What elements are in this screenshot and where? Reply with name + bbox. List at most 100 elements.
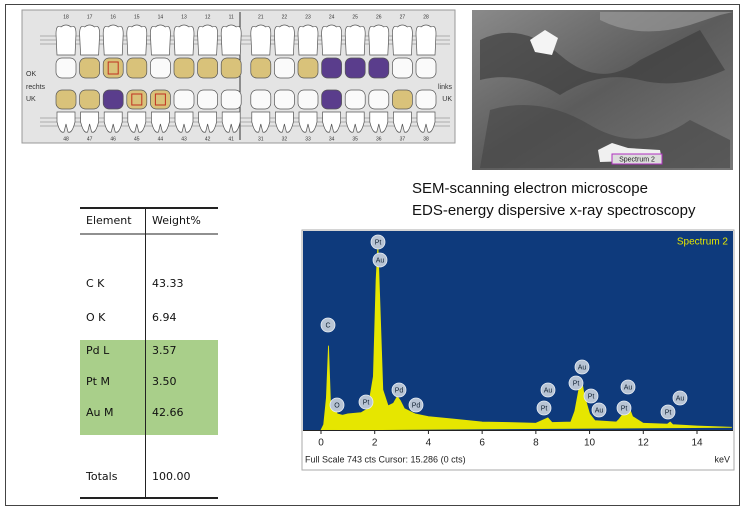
tooth-occlusal [274, 58, 294, 78]
tooth-number: 44 [158, 136, 164, 142]
peak-label: C [325, 322, 330, 329]
tooth-occlusal [56, 58, 76, 78]
tooth-occlusal [369, 58, 389, 78]
tooth-number: 25 [352, 14, 358, 20]
caption-line: SEM-scanning electron microscope [412, 180, 648, 197]
spectrum-footer: Full Scale 743 cts Cursor: 15.286 (0 cts… [305, 454, 466, 464]
x-tick-label: 8 [533, 438, 539, 449]
tooth-number: 26 [376, 14, 382, 20]
x-tick-label: 4 [426, 438, 432, 449]
tooth-occlusal [221, 58, 241, 78]
sem-image: Spectrum 2 [472, 10, 733, 170]
tooth-crown [416, 25, 436, 55]
table-cell: Pt M [86, 375, 110, 388]
tooth-occlusal [274, 90, 294, 109]
peak-label: Au [676, 395, 685, 402]
tooth-occlusal [392, 58, 412, 78]
tooth-number: 21 [258, 14, 264, 20]
x-tick-label: 6 [479, 438, 485, 449]
tooth-occlusal [56, 90, 76, 109]
peak-label: Au [624, 384, 633, 391]
table-cell: 43.33 [152, 277, 184, 290]
tooth-number: 18 [63, 14, 69, 20]
caption-line: EDS-energy dispersive x-ray spectroscopy [412, 202, 696, 219]
tooth-crown [174, 25, 194, 55]
tooth-number: 41 [228, 136, 234, 142]
tooth-number: 22 [282, 14, 288, 20]
tooth-occlusal [127, 58, 147, 78]
peak-label: O [334, 402, 340, 409]
peak-label: Au [544, 387, 553, 394]
peak-label: Au [376, 257, 385, 264]
tooth-number: 47 [87, 136, 93, 142]
side-label: OK [26, 71, 36, 78]
table-cell: 3.57 [152, 344, 177, 357]
peak-label: Pt [541, 405, 548, 412]
tooth-occlusal [251, 90, 271, 109]
dental-chart: 1817161514131211212223242526272848474645… [22, 10, 455, 143]
tooth-occlusal [345, 90, 365, 109]
tooth-occlusal [298, 90, 318, 109]
table-cell: 3.50 [152, 375, 177, 388]
peak-label: Pt [375, 239, 382, 246]
side-label: UK [26, 96, 36, 103]
tooth-number: 34 [329, 136, 335, 142]
tooth-crown [150, 25, 170, 55]
tooth-occlusal [174, 90, 194, 109]
sem-label: Spectrum 2 [619, 156, 655, 163]
tooth-crown [345, 25, 365, 55]
tooth-occlusal [322, 90, 342, 109]
tooth-number: 33 [305, 136, 311, 142]
tooth-number: 11 [229, 14, 234, 20]
peak-label: Pd [412, 402, 421, 409]
tooth-number: 31 [258, 136, 264, 142]
tooth-crown [56, 25, 76, 55]
x-axis-label: keV [714, 454, 730, 464]
peak-label: Pt [588, 393, 595, 400]
table-cell: C K [86, 277, 105, 290]
tooth-crown [322, 25, 342, 55]
table-cell: Au M [86, 406, 113, 419]
tooth-number: 28 [423, 14, 429, 20]
tooth-number: 15 [134, 14, 140, 20]
tooth-occlusal [80, 58, 100, 78]
tooth-number: 35 [352, 136, 358, 142]
tooth-occlusal [392, 90, 412, 109]
tooth-number: 42 [205, 136, 211, 142]
peak-label: Au [578, 364, 587, 371]
table-totals-value: 100.00 [152, 470, 191, 483]
side-label: UK [442, 96, 452, 103]
tooth-occlusal [416, 58, 436, 78]
tooth-number: 23 [305, 14, 311, 20]
tooth-occlusal [103, 90, 123, 109]
tooth-occlusal [345, 58, 365, 78]
tooth-number: 38 [423, 136, 429, 142]
table-cell: O K [86, 311, 106, 324]
peak-label: Pt [573, 380, 580, 387]
tooth-number: 32 [282, 136, 288, 142]
table-header: Weight% [152, 214, 201, 227]
figure: 1817161514131211212223242526272848474645… [0, 0, 744, 510]
tooth-crown [274, 25, 294, 55]
table-cell: 6.94 [152, 311, 177, 324]
tooth-occlusal [198, 58, 218, 78]
tooth-crown [127, 25, 147, 55]
table-totals-label: Totals [85, 470, 118, 483]
x-tick-label: 12 [638, 438, 650, 449]
tooth-crown [392, 25, 412, 55]
tooth-crown [103, 25, 123, 55]
tooth-number: 37 [400, 136, 406, 142]
tooth-occlusal [198, 90, 218, 109]
tooth-number: 16 [110, 14, 116, 20]
peak-label: Pt [665, 409, 672, 416]
table-header: Element [86, 214, 132, 227]
peak-label: Au [595, 407, 604, 414]
table: Element Weight% Totals 100.00 C K 43.33 O … [80, 208, 218, 498]
tooth-number: 24 [329, 14, 335, 20]
tooth-occlusal [251, 58, 271, 78]
tooth-crown [369, 25, 389, 55]
tooth-occlusal [150, 90, 170, 109]
tooth-number: 46 [110, 136, 116, 142]
tooth-occlusal [369, 90, 389, 109]
tooth-occlusal [80, 90, 100, 109]
